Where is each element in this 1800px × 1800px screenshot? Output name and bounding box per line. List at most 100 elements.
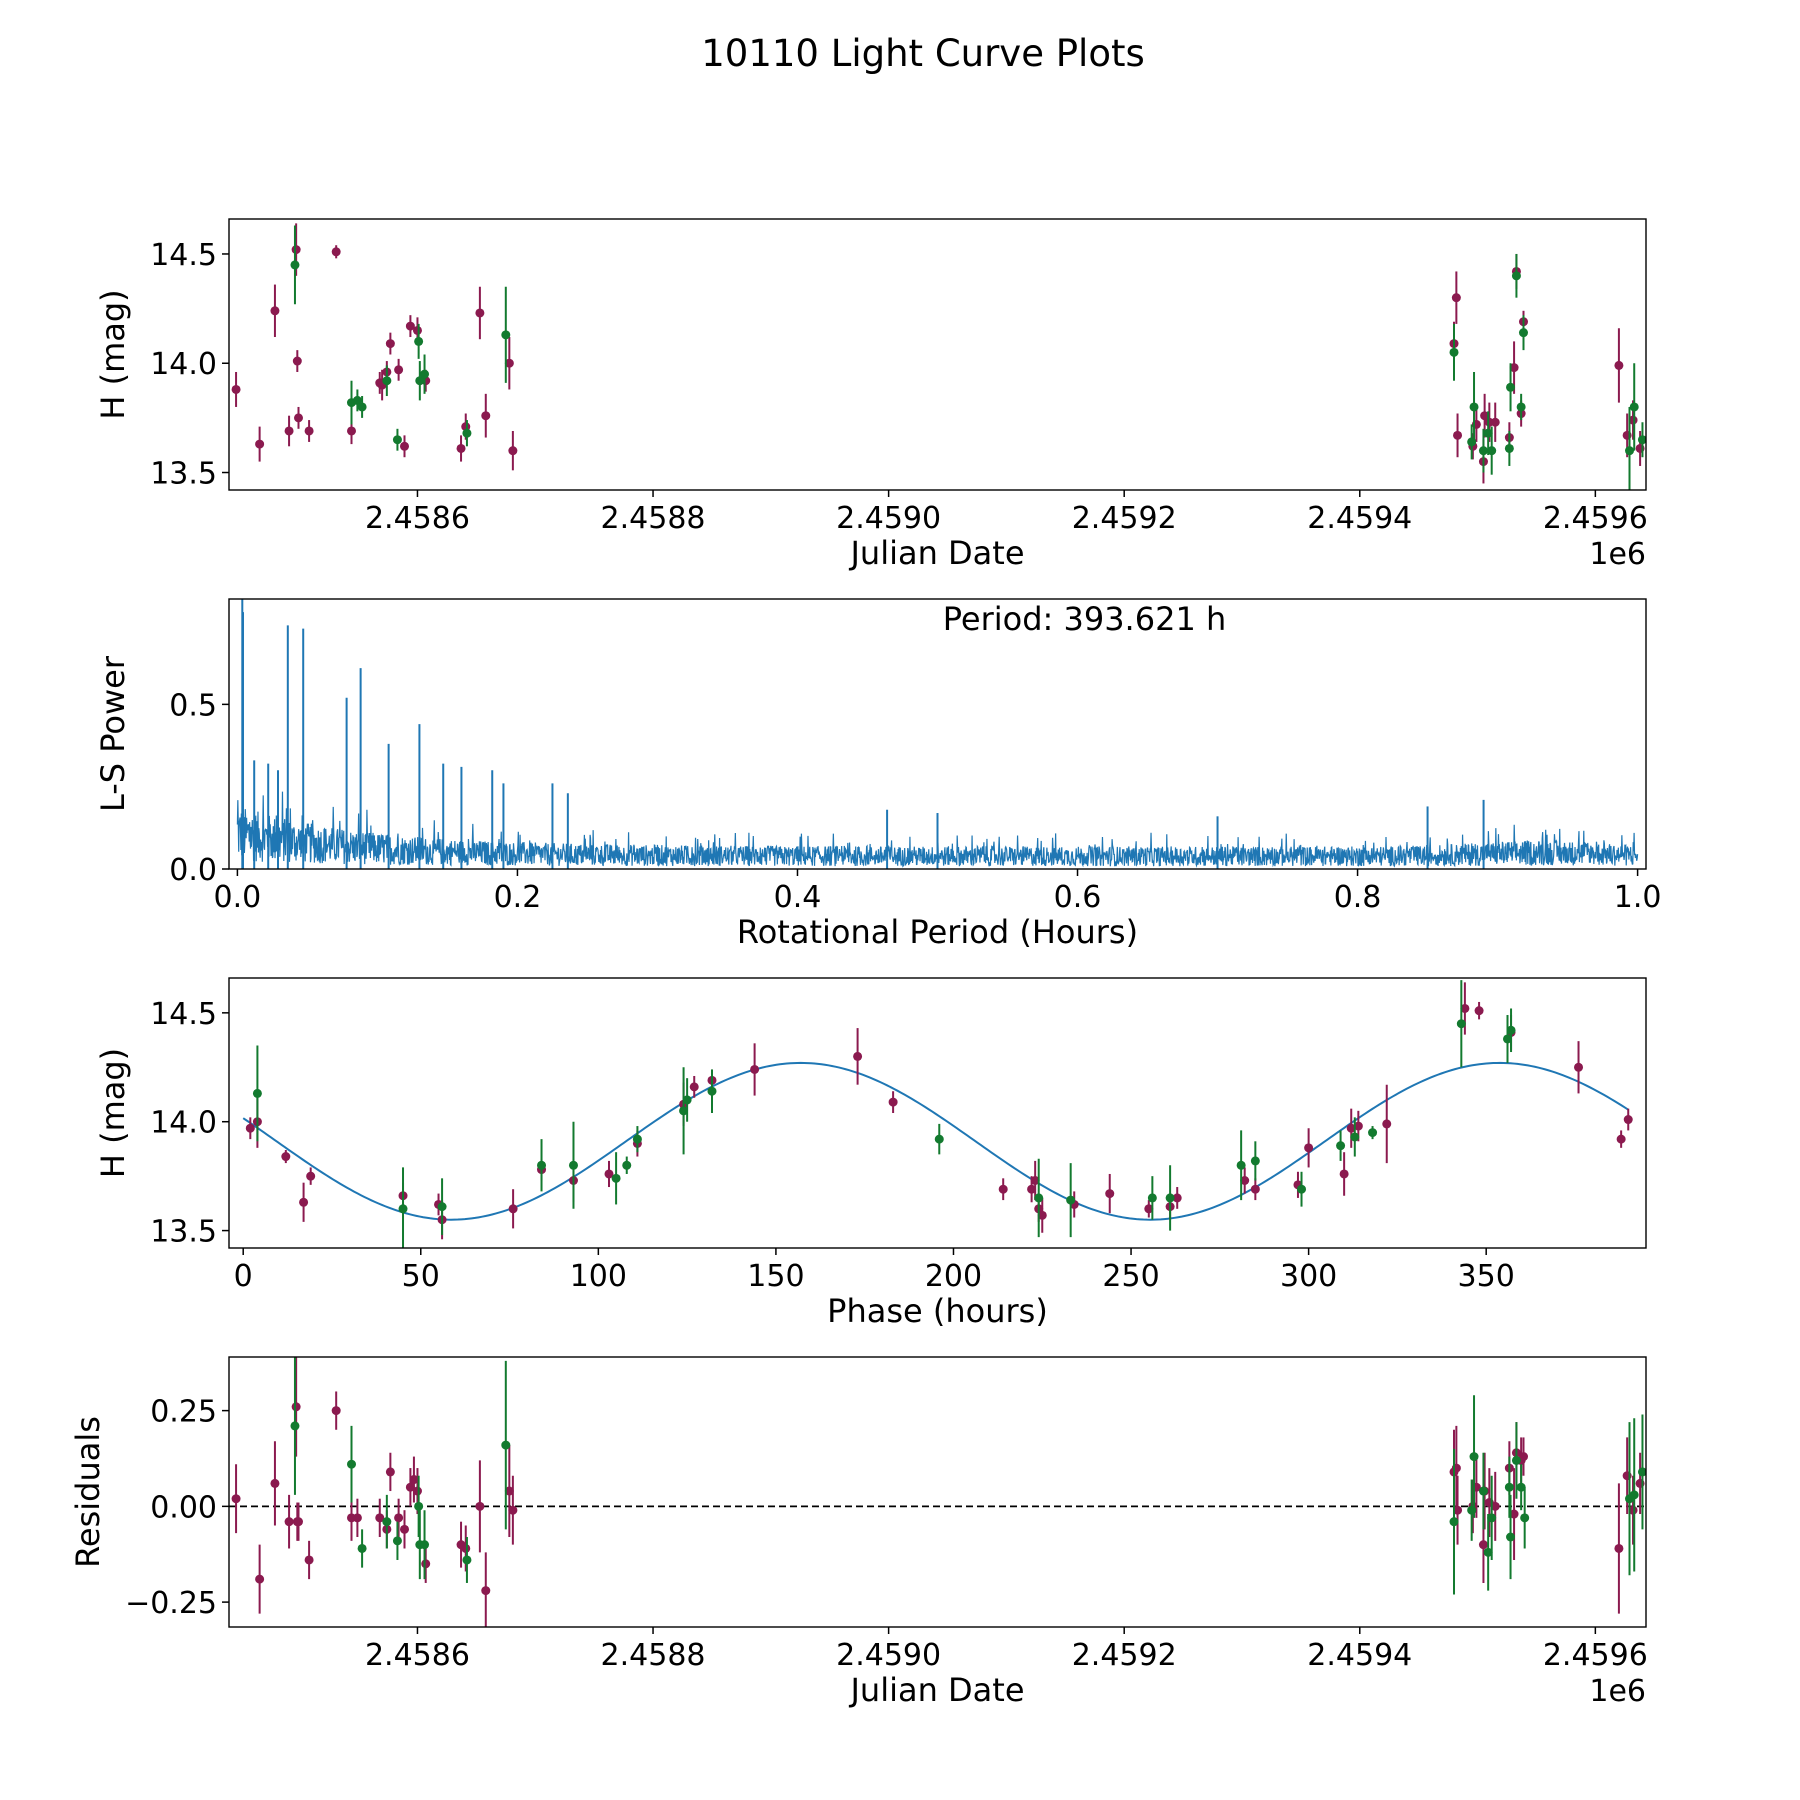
data-point-r [456, 443, 466, 453]
data-point-r [293, 1517, 303, 1527]
data-point-g [1250, 1156, 1260, 1166]
data-point-r [1614, 1543, 1624, 1553]
data-point-g [1516, 402, 1526, 412]
data-point-r [475, 308, 485, 318]
data-point-r [291, 245, 301, 255]
data-point-g [1487, 446, 1497, 456]
x-tick-label: 0.4 [774, 880, 822, 915]
data-point-r [1382, 1119, 1392, 1129]
x-tick-label: 2.4594 [1307, 501, 1412, 536]
axes-frame [228, 1356, 1647, 1628]
data-point-r [1453, 1505, 1463, 1515]
data-point-r [1240, 1176, 1250, 1185]
data-point-g [501, 1440, 511, 1450]
data-point-g [1511, 1455, 1521, 1465]
data-point-r [284, 1517, 294, 1527]
x-tick-label: 2.4592 [1072, 1638, 1177, 1673]
data-point-r [1574, 1062, 1584, 1072]
data-point-g [415, 376, 425, 386]
data-point-g [1625, 446, 1635, 456]
data-point-g [934, 1134, 944, 1144]
data-point-r [292, 356, 302, 366]
y-tick-label: 0.0 [169, 853, 217, 888]
data-point-r [1105, 1189, 1115, 1199]
data-point-r [1027, 1184, 1037, 1194]
y-tick-label: 0.00 [150, 1490, 217, 1525]
data-point-g [1502, 1034, 1512, 1044]
data-point-g [290, 1421, 300, 1431]
axes-frame [228, 218, 1647, 491]
data-point-r [1460, 1003, 1470, 1013]
data-point-g [352, 395, 362, 405]
data-point-r [270, 306, 280, 316]
data-point-g [1520, 1513, 1530, 1523]
data-point-r [394, 365, 404, 375]
x-tick-label: 150 [747, 1259, 804, 1294]
data-point-r [504, 358, 514, 368]
data-point-g [420, 369, 430, 379]
x-axis-label: Phase (hours) [827, 1292, 1048, 1330]
data-point-r [412, 325, 422, 335]
data-point-r [1474, 1006, 1484, 1016]
x-tick-label: 2.4588 [601, 1638, 706, 1673]
phase-plot-area [242, 980, 1633, 1248]
data-point-g [679, 1106, 689, 1116]
data-point-g [1506, 1025, 1516, 1035]
data-point-g [1368, 1128, 1378, 1138]
data-point-g [414, 336, 424, 346]
data-point-g [1449, 347, 1459, 357]
data-point-g [1625, 1494, 1635, 1504]
data-point-r [385, 339, 395, 349]
data-point-r [1509, 363, 1519, 373]
data-point-g [537, 1160, 547, 1170]
data-point-g [1478, 1486, 1488, 1496]
data-point-g [611, 1173, 621, 1183]
data-point-r [245, 1123, 255, 1133]
y-tick-label: 13.5 [150, 457, 217, 492]
x-axis-label: Julian Date [848, 534, 1024, 572]
data-point-r [1353, 1121, 1363, 1131]
data-point-g [1504, 1482, 1514, 1492]
data-point-r [853, 1051, 863, 1061]
x-tick-label: 0.6 [1054, 880, 1102, 915]
data-point-r [504, 1486, 514, 1496]
data-point-g [1629, 402, 1639, 412]
x-tick-label: 2.4596 [1543, 1638, 1648, 1673]
data-point-r [1623, 1115, 1633, 1125]
data-point-g [1637, 435, 1646, 445]
x-tick-label: 0.0 [214, 880, 262, 915]
data-point-g [1236, 1160, 1246, 1170]
data-point-r [1616, 1134, 1626, 1144]
data-point-g [392, 435, 402, 445]
data-point-r [405, 1482, 415, 1492]
x-tick-label: 350 [1458, 1259, 1515, 1294]
data-point-r [1628, 415, 1638, 425]
data-point-r [1250, 1184, 1260, 1194]
data-point-r [1304, 1143, 1314, 1153]
data-point-r [1628, 1505, 1638, 1515]
x-tick-label: 2.4596 [1543, 501, 1648, 536]
data-point-r [270, 1478, 280, 1488]
data-point-r [1480, 411, 1490, 421]
data-point-r [284, 426, 294, 436]
data-point-r [304, 426, 314, 436]
data-point-r [1172, 1193, 1182, 1203]
x-tick-label: 0.8 [1334, 880, 1382, 915]
data-point-r [750, 1064, 760, 1074]
data-point-r [421, 1559, 431, 1569]
data-point-g [420, 1540, 430, 1550]
period-annotation: Period: 393.621 h [943, 600, 1227, 638]
data-point-g [347, 1459, 357, 1469]
data-point-r [255, 439, 265, 449]
y-tick-label: 14.5 [150, 238, 217, 273]
data-point-r [508, 1505, 518, 1515]
axes-frame [228, 598, 1647, 870]
x-tick-label: 2.4586 [365, 1638, 470, 1673]
data-point-r [1339, 1169, 1349, 1179]
x-tick-label: 100 [570, 1259, 627, 1294]
data-point-r [375, 1513, 385, 1523]
data-point-r [385, 1467, 395, 1477]
data-point-g [1637, 1467, 1646, 1477]
data-point-g [1469, 1452, 1479, 1462]
